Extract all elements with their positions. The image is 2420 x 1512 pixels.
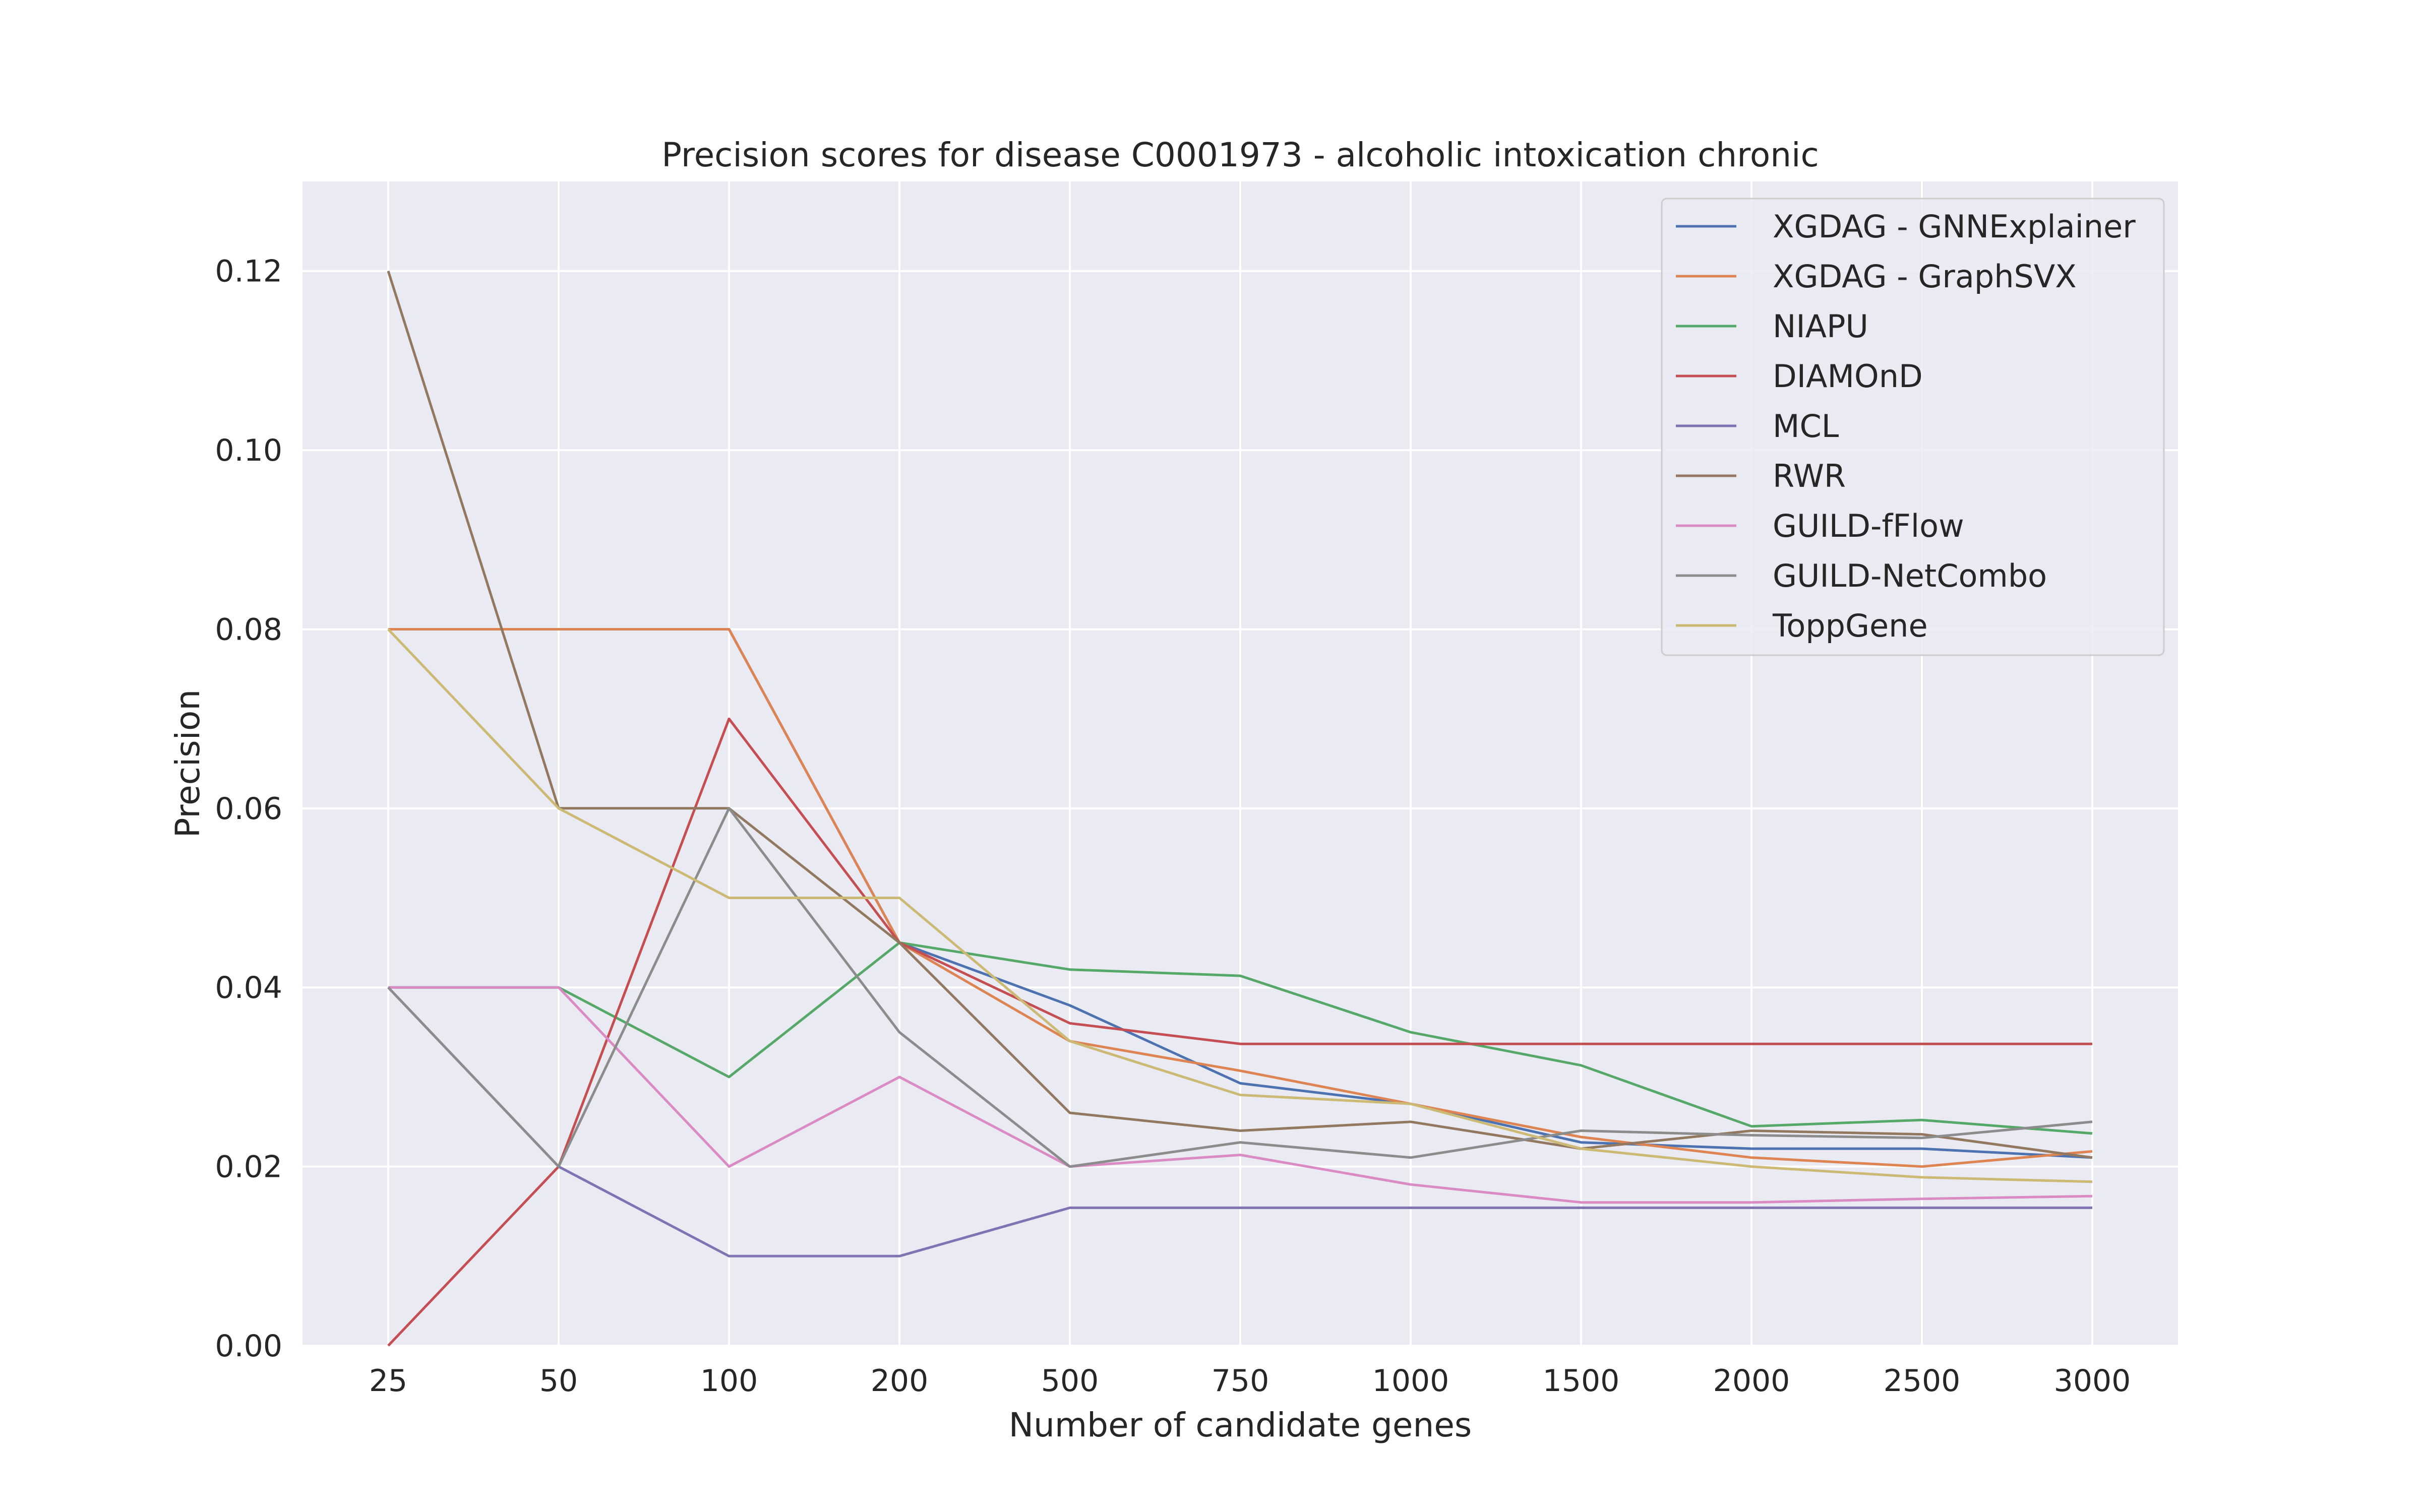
y-tick-label: 0.12 [215,254,282,289]
chart-title: Precision scores for disease C0001973 - … [661,136,1819,174]
y-tick-label: 0.04 [215,970,282,1005]
legend-label: RWR [1773,458,1846,494]
y-tick-label: 0.10 [215,433,282,468]
series-line-niapu [388,941,2093,1135]
legend-label: XGDAG - GNNExplainer [1773,208,2136,245]
y-tick-label: 0.06 [215,791,282,827]
legend-box [1661,198,2165,656]
x-axis-label: Number of candidate genes [1009,1406,1472,1444]
series-line-guild-fflow [388,986,2093,1204]
x-tick-label: 1000 [1372,1363,1449,1399]
y-tick-labels: 0.00 0.02 0.04 0.06 0.08 0.10 0.12 [215,254,282,1364]
x-tick-label: 25 [369,1363,407,1399]
legend-label: DIAMOnD [1773,358,1923,395]
y-tick-label: 0.08 [215,612,282,647]
legend-label: MCL [1773,408,1839,445]
x-tick-label: 2500 [1884,1363,1961,1399]
x-tick-label: 100 [700,1363,758,1399]
y-tick-label: 0.02 [215,1150,282,1185]
legend-label: ToppGene [1772,607,1928,644]
legend: XGDAG - GNNExplainer XGDAG - GraphSVX NIAP… [1661,198,2165,656]
y-axis-label: Precision [168,689,207,838]
x-tick-label: 2000 [1713,1363,1790,1399]
legend-label: GUILD-fFlow [1773,508,1964,544]
x-tick-label: 3000 [2054,1363,2131,1399]
x-tick-label: 750 [1212,1363,1269,1399]
legend-label: GUILD-NetCombo [1773,557,2047,594]
series-line-mcl [387,986,2092,1257]
series-line-xgdag-graphsvx [388,628,2093,1168]
x-tick-label: 1500 [1543,1363,1620,1399]
legend-label: NIAPU [1773,308,1868,345]
y-tick-label: 0.00 [215,1329,282,1364]
series-lines [387,270,2093,1347]
legend-label: XGDAG - GraphSVX [1773,258,2077,295]
x-tick-label: 200 [871,1363,929,1399]
x-tick-labels: 25 50 100 200 500 750 1000 1500 2000 2500 3000 [369,1363,2131,1399]
series-line-rwr [387,270,2093,1159]
x-tick-label: 500 [1041,1363,1099,1399]
x-tick-label: 50 [539,1363,578,1399]
series-line-guild-netcombo [387,807,2093,1168]
series-line-toppgene [387,628,2093,1183]
